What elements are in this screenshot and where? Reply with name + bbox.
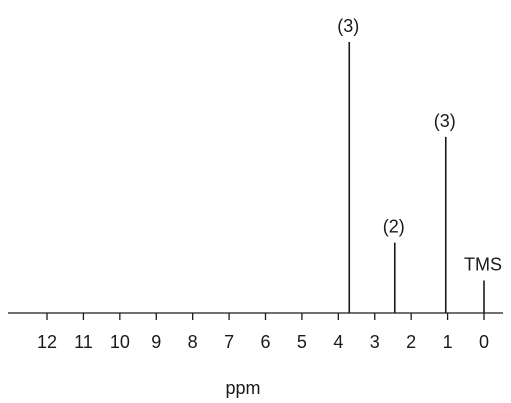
x-tick-label-12: 12: [37, 332, 57, 352]
x-tick-label-4: 4: [333, 332, 343, 352]
x-tick-label-9: 9: [151, 332, 161, 352]
x-tick-label-10: 10: [110, 332, 130, 352]
x-tick-label-2: 2: [406, 332, 416, 352]
x-tick-label-7: 7: [224, 332, 234, 352]
x-tick-label-6: 6: [260, 332, 270, 352]
x-tick-label-11: 11: [74, 332, 93, 352]
peak-label-1: (2): [383, 217, 405, 237]
peak-label-3: TMS: [464, 254, 502, 274]
x-tick-label-0: 0: [479, 332, 489, 352]
x-axis-ticks: [46, 313, 485, 320]
x-axis-title: ppm: [225, 378, 260, 398]
peak-lines: [348, 42, 485, 313]
peak-labels: (3) (2) (3) TMS: [337, 16, 502, 274]
x-axis-tick-labels: 12 11 10 9 8 7 6 5 4 3 2 1 0: [37, 332, 489, 352]
x-tick-label-5: 5: [297, 332, 307, 352]
peak-label-2: (3): [434, 111, 456, 131]
peak-label-0: (3): [337, 16, 359, 36]
x-tick-label-1: 1: [443, 332, 453, 352]
x-tick-label-3: 3: [370, 332, 380, 352]
x-tick-label-8: 8: [188, 332, 198, 352]
